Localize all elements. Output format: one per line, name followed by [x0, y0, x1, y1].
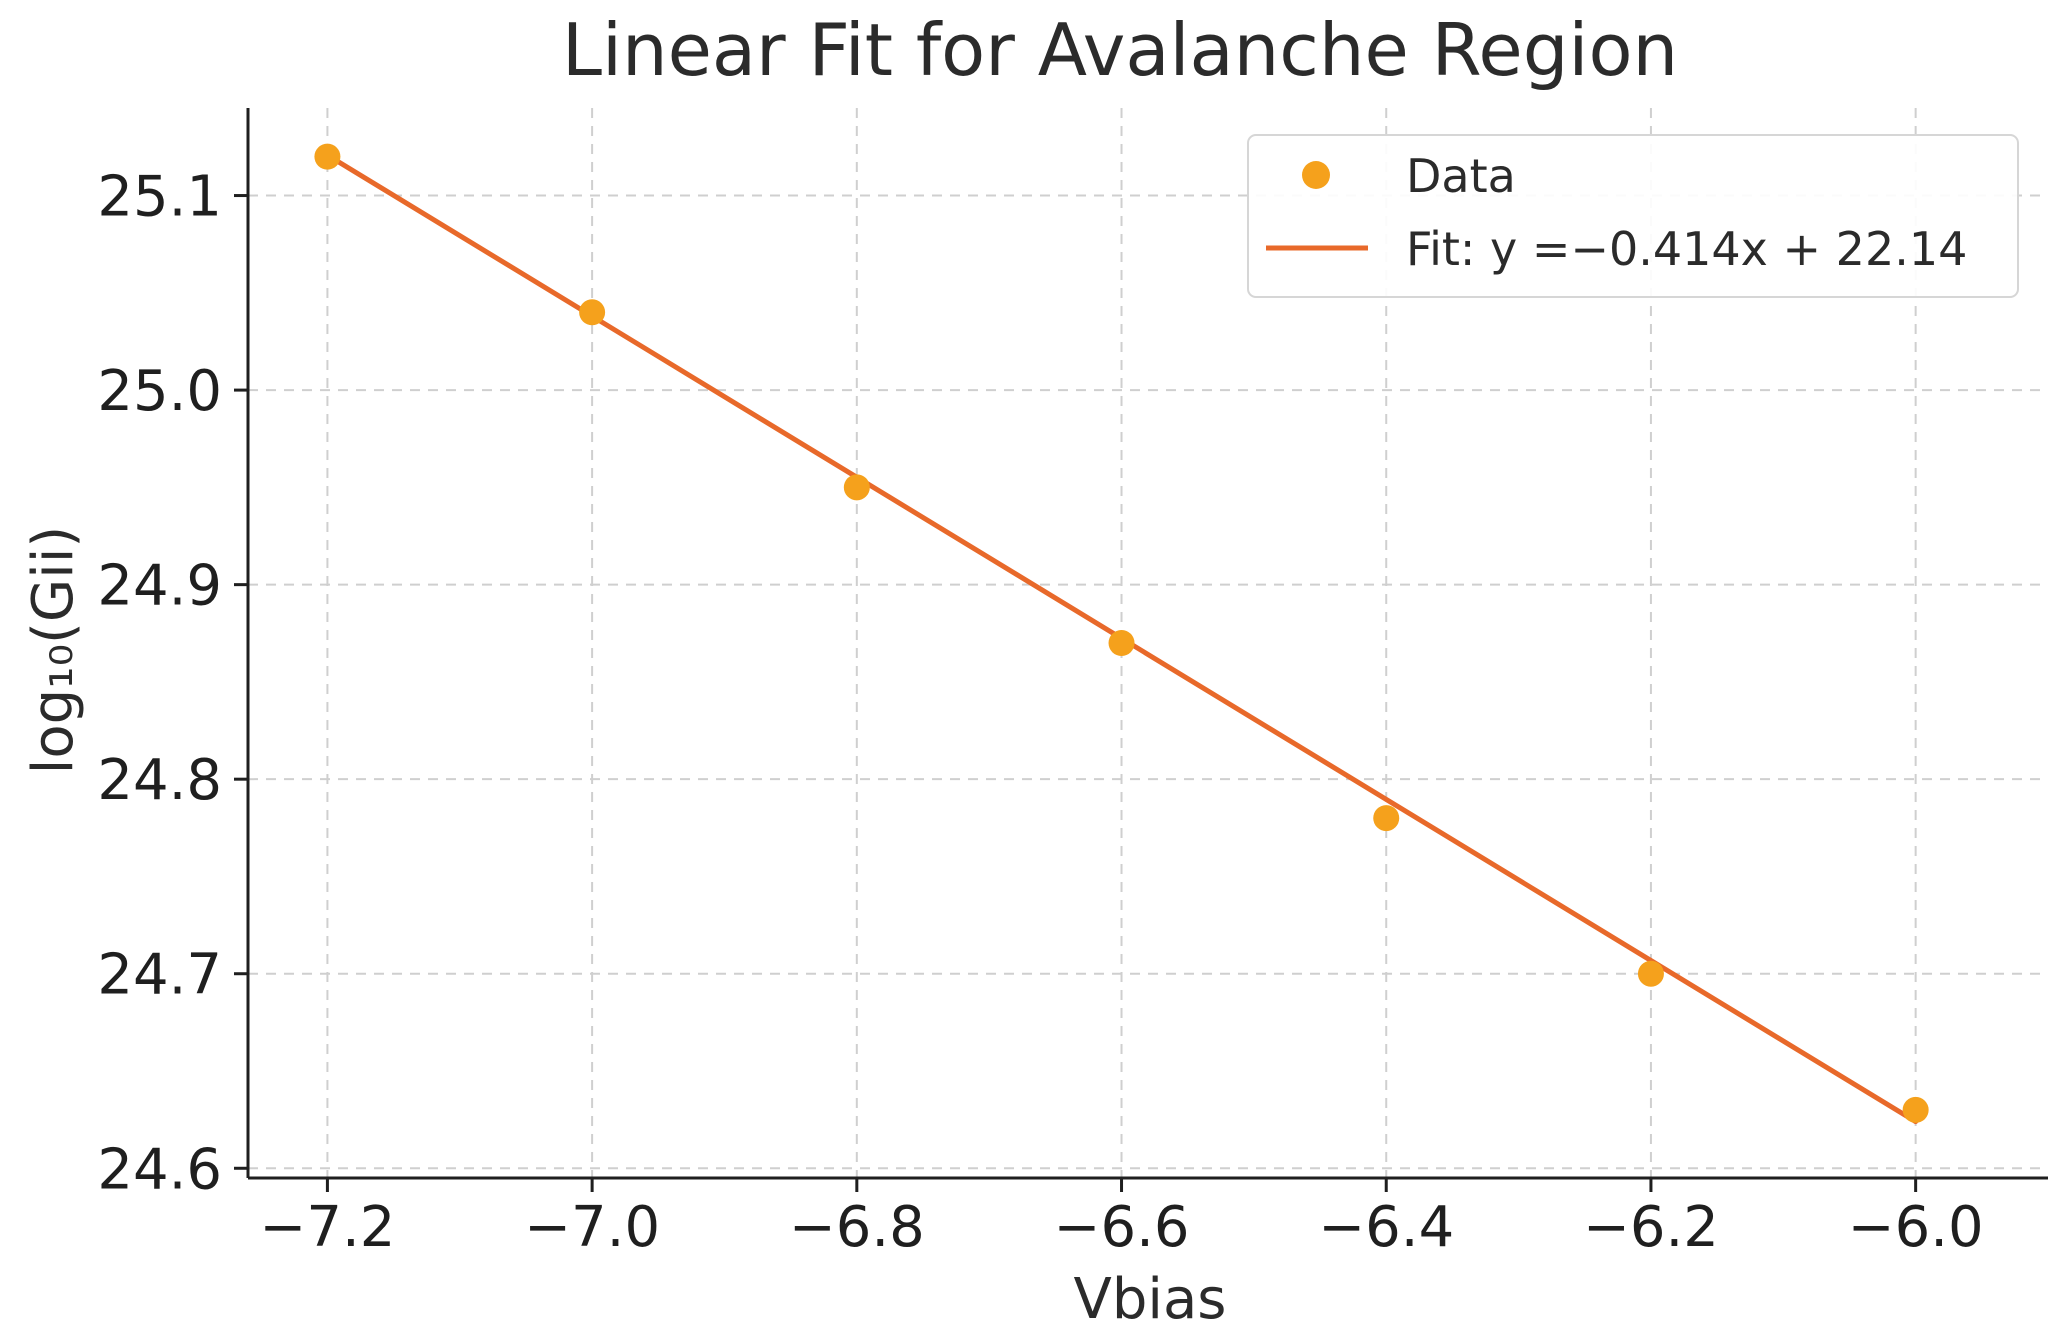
y-axis-label: log₁₀(Gii): [21, 526, 86, 774]
y-tick-label: 24.7: [97, 943, 222, 1008]
x-tick-label: −6.2: [1583, 1195, 1719, 1260]
x-tick-label: −6.8: [789, 1195, 925, 1260]
x-axis-label: Vbias: [1074, 1267, 1227, 1332]
data-point: [1902, 1096, 1929, 1123]
ticks-layer: −7.2 −7.0 −6.8 −6.6 −6.4 −6.2 −6.0 24.6 24.7 24.8…: [97, 165, 1983, 1260]
legend-frame: [1247, 134, 2019, 298]
chart-title: Linear Fit for Avalanche Region: [562, 8, 1678, 92]
legend-fit-label: Fit: y =−0.414x + 22.14: [1406, 222, 1967, 276]
x-tick-label: −7.2: [259, 1195, 395, 1260]
axes-layer: [246, 108, 2048, 1180]
y-tick-label: 24.9: [97, 554, 222, 619]
legend-data-marker: [1302, 161, 1330, 189]
x-tick-label: −6.6: [1054, 1195, 1190, 1260]
x-tick-label: −6.4: [1318, 1195, 1454, 1260]
data-point: [1637, 960, 1664, 987]
data-point: [1108, 630, 1135, 656]
legend: Data Fit: y =−0.414x + 22.14: [1247, 134, 2019, 298]
y-tick-label: 24.6: [97, 1137, 222, 1202]
data-point: [314, 143, 341, 170]
x-tick-label: −7.0: [524, 1195, 660, 1260]
x-tick-label: −6.0: [1848, 1195, 1984, 1260]
data-point: [1373, 805, 1400, 832]
data-point: [579, 299, 606, 326]
data-point: [843, 474, 870, 501]
legend-data-label: Data: [1406, 149, 1516, 203]
y-tick-label: 25.1: [97, 165, 222, 230]
points-layer: [314, 143, 1929, 1123]
y-tick-label: 24.8: [97, 748, 222, 813]
y-tick-label: 25.0: [97, 359, 222, 424]
